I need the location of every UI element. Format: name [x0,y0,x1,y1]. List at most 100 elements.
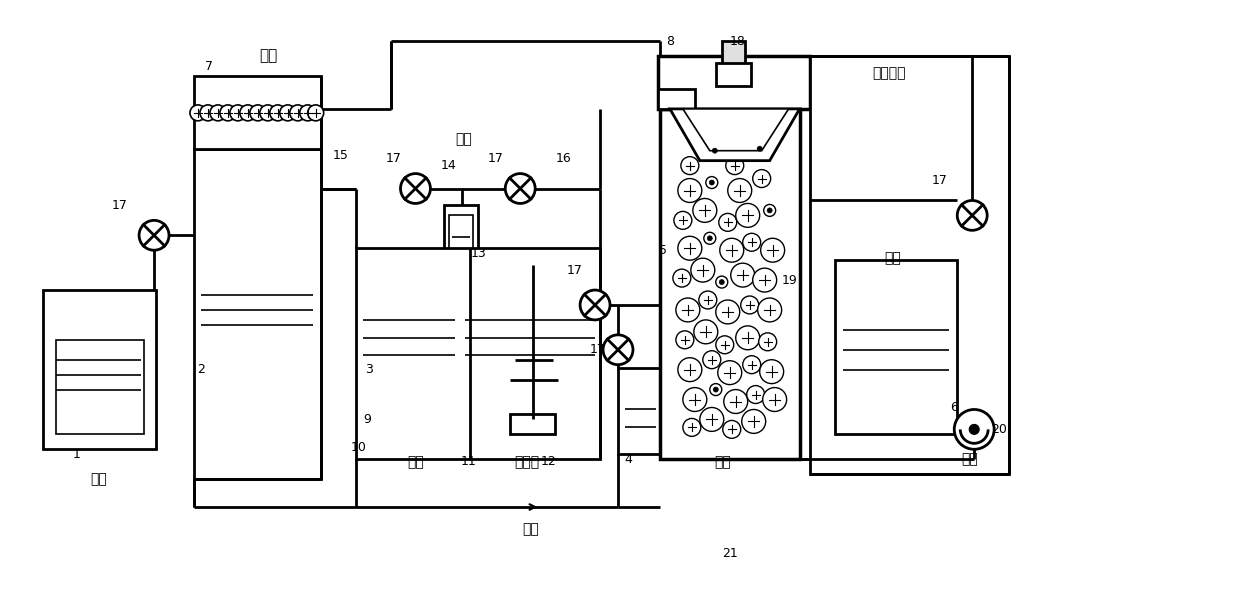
Circle shape [683,418,701,436]
Text: 出水: 出水 [884,251,900,265]
Text: 21: 21 [722,547,738,561]
Circle shape [678,236,702,260]
Bar [193,149,321,479]
Circle shape [753,268,776,292]
Circle shape [219,105,236,121]
Circle shape [715,336,734,354]
Circle shape [260,105,275,121]
Text: 回流: 回流 [455,132,471,146]
Circle shape [703,351,720,369]
Circle shape [678,358,702,381]
Text: 暴气: 暴气 [961,453,977,466]
Circle shape [676,331,694,349]
Text: 1: 1 [72,448,81,461]
Text: 5: 5 [658,244,667,257]
Circle shape [758,146,763,151]
Bar [658,56,810,109]
Circle shape [715,276,728,288]
Text: 16: 16 [556,152,570,165]
Circle shape [699,291,717,309]
Bar [722,41,745,71]
Circle shape [210,105,226,121]
Circle shape [760,238,785,262]
Circle shape [290,105,306,121]
Circle shape [753,170,771,187]
Circle shape [401,174,430,204]
Circle shape [743,233,760,251]
Text: 缺氧: 缺氧 [259,48,278,64]
Circle shape [760,360,784,384]
Circle shape [724,390,748,414]
Polygon shape [683,109,789,150]
Bar [510,414,556,435]
Bar [444,205,479,270]
Circle shape [673,269,691,287]
Text: 17: 17 [931,174,947,187]
Circle shape [725,156,744,174]
Text: 17: 17 [112,199,126,212]
Circle shape [730,263,755,287]
Text: 12: 12 [541,455,556,467]
Circle shape [709,144,720,156]
Text: 17: 17 [567,264,583,276]
Circle shape [743,356,760,374]
Polygon shape [670,109,800,161]
Circle shape [718,361,742,384]
Text: 18: 18 [730,35,745,48]
Circle shape [764,204,776,216]
Circle shape [308,105,324,121]
Bar [459,268,469,290]
Circle shape [719,279,724,285]
Circle shape [681,156,699,174]
Circle shape [955,410,994,450]
Text: 厉氧: 厉氧 [407,456,424,469]
Text: 4: 4 [624,453,632,466]
Bar [835,260,957,435]
Text: 19: 19 [781,273,797,287]
Circle shape [693,198,717,222]
Circle shape [229,105,246,121]
Circle shape [270,105,285,121]
Bar [660,109,800,459]
Circle shape [723,420,740,438]
Text: 微好氧: 微好氧 [515,456,539,469]
Circle shape [683,387,707,411]
Bar [43,290,156,450]
Text: 15: 15 [332,149,348,162]
Circle shape [676,298,699,322]
Circle shape [706,177,718,189]
Bar [658,89,694,109]
Circle shape [709,384,722,396]
Circle shape [735,326,760,350]
Text: 8: 8 [666,35,673,48]
Text: 6: 6 [950,401,959,414]
Circle shape [728,179,751,202]
Text: 17: 17 [487,152,503,165]
Circle shape [719,238,744,262]
Circle shape [704,232,715,244]
Circle shape [673,211,692,229]
Text: 17: 17 [590,343,606,356]
Circle shape [694,320,718,344]
Circle shape [200,105,216,121]
Circle shape [715,300,740,324]
Circle shape [249,105,265,121]
Bar [356,248,600,459]
Circle shape [754,143,765,155]
Text: 9: 9 [363,413,372,426]
Circle shape [239,105,255,121]
Circle shape [740,296,759,314]
Circle shape [505,174,536,204]
Circle shape [678,179,702,202]
Circle shape [709,180,714,185]
Circle shape [768,208,773,213]
Text: 回流: 回流 [522,522,538,536]
Circle shape [759,333,776,351]
Circle shape [970,424,980,435]
Circle shape [735,204,760,227]
Circle shape [763,387,786,411]
Bar [810,56,1009,474]
Text: 20: 20 [991,423,1007,436]
Circle shape [280,105,295,121]
Circle shape [707,236,712,241]
